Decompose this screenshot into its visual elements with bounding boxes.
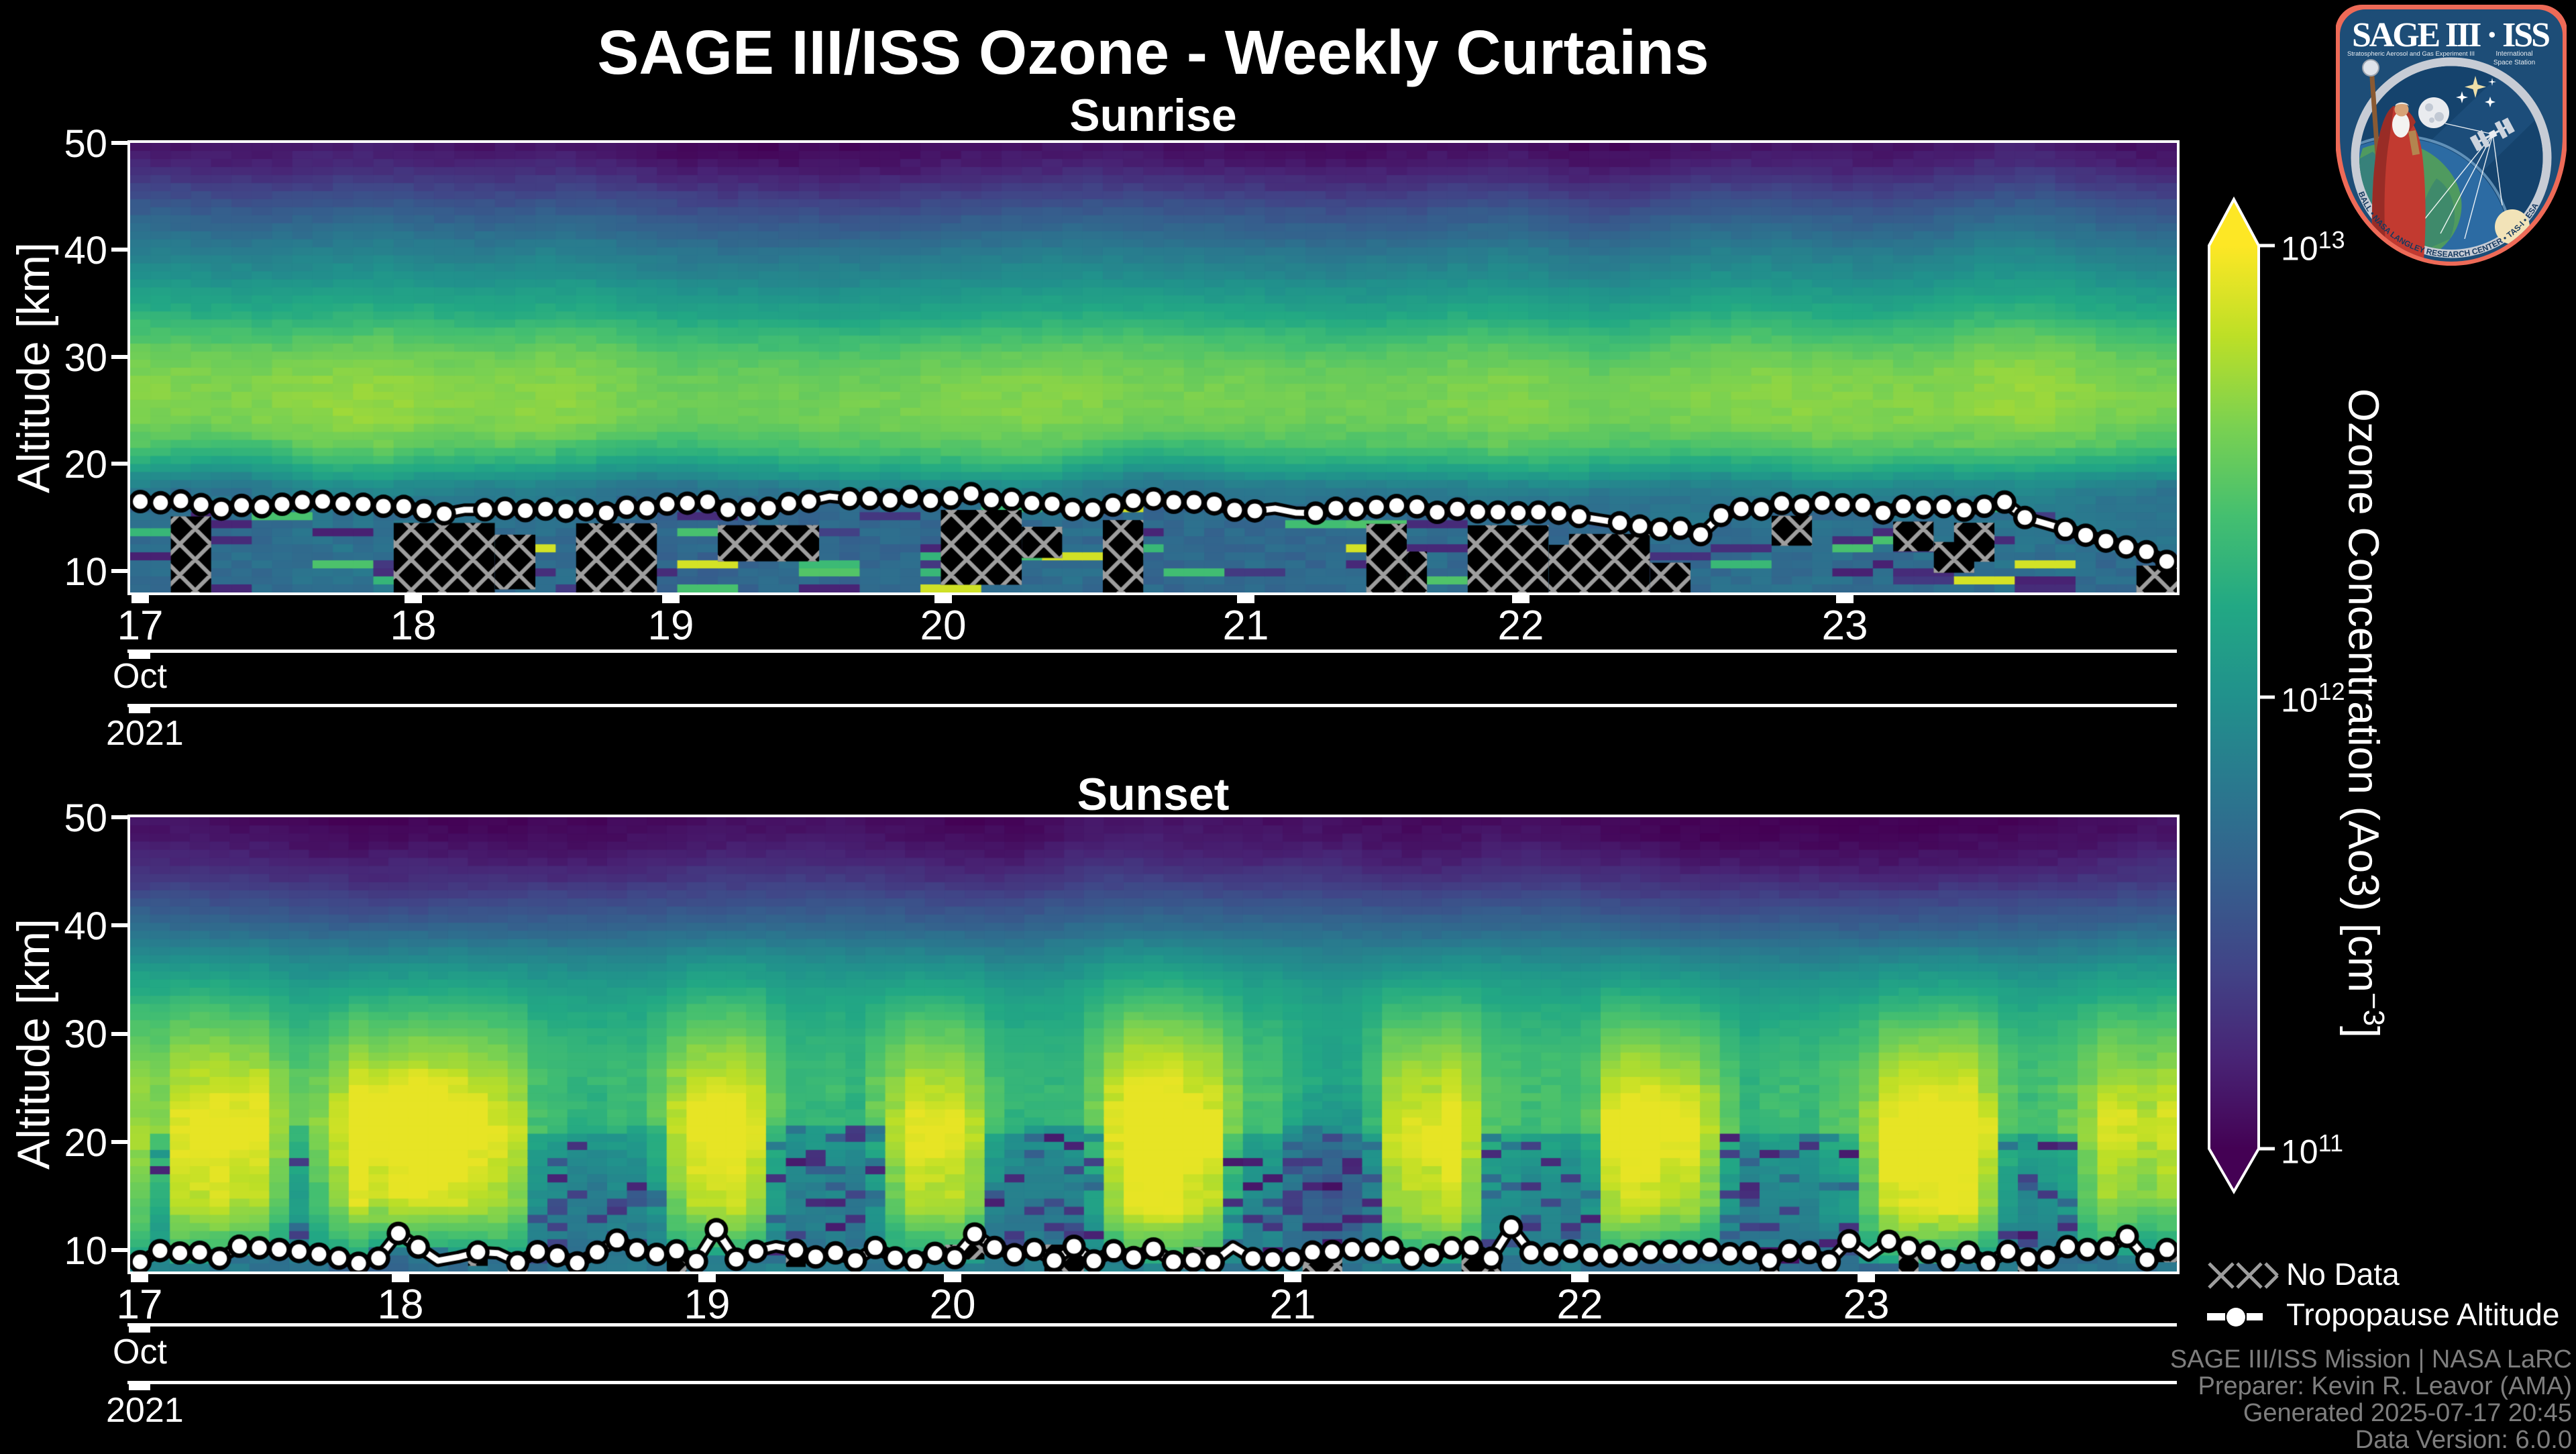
svg-text:International: International <box>2496 50 2532 58</box>
svg-text:Stratospheric Aerosol and Gas: Stratospheric Aerosol and Gas Experiment… <box>2347 50 2475 58</box>
svg-text:Space Station: Space Station <box>2493 59 2535 66</box>
svg-text:SAGE III · ISS: SAGE III · ISS <box>2352 16 2551 54</box>
